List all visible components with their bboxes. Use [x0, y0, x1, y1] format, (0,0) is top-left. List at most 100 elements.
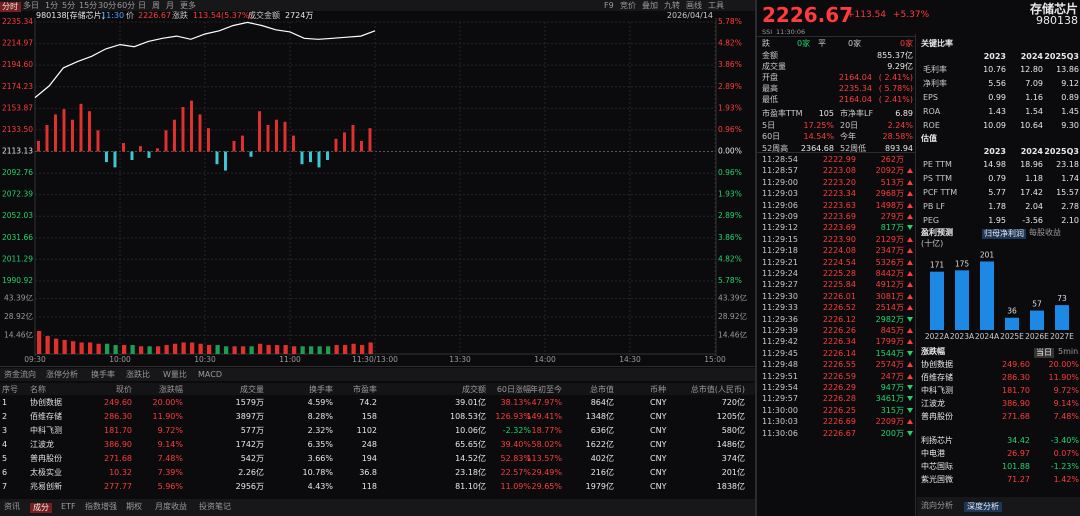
- table-cell: 720亿: [721, 398, 745, 407]
- label: 平: [818, 39, 826, 48]
- tab[interactable]: 工具: [708, 1, 724, 10]
- table-cell: 6: [2, 468, 8, 477]
- stock-name[interactable]: 中电港: [921, 449, 945, 458]
- volume-bar: [156, 346, 161, 354]
- x-tick-label: 11:00: [279, 355, 301, 364]
- tab[interactable]: 5分: [62, 1, 76, 10]
- tab[interactable]: 更多: [180, 1, 196, 10]
- label: 52周高: [762, 143, 789, 153]
- stock-name[interactable]: 普冉股份: [921, 412, 953, 421]
- tab[interactable]: 资讯: [4, 502, 20, 511]
- tab[interactable]: 归母净利润: [982, 229, 1026, 239]
- table-cell[interactable]: 佰维存储: [30, 412, 62, 421]
- x-tick-label: 2022A: [925, 332, 950, 341]
- stock-name[interactable]: 协创数据: [921, 360, 953, 369]
- stock-name[interactable]: 利扬芯片: [921, 436, 953, 445]
- ratio-value: 2.10: [1061, 216, 1079, 225]
- table-cell[interactable]: 协创数据: [30, 398, 62, 407]
- table-cell: 1979亿: [585, 482, 614, 491]
- stock-name[interactable]: 江波龙: [921, 399, 945, 408]
- tab[interactable]: 5min: [1058, 347, 1079, 356]
- tab[interactable]: 月: [166, 1, 174, 10]
- table-cell: 4.59%: [307, 398, 333, 407]
- table-cell: 4: [2, 440, 8, 449]
- stock-name[interactable]: 佰维存储: [921, 373, 953, 382]
- y-tick-label: 2194.60: [2, 60, 33, 69]
- table-cell: 58.02%: [531, 440, 562, 449]
- tab[interactable]: 涨停分析: [46, 370, 78, 379]
- table-cell: -2.32%: [502, 426, 531, 435]
- table-cell: 52.83%: [500, 454, 531, 463]
- stock-name[interactable]: 紫光国微: [921, 475, 953, 484]
- ratio-value: 1.54: [1025, 107, 1043, 116]
- trade-price: 2226.55: [822, 360, 856, 370]
- trade-price: 2223.90: [822, 234, 856, 244]
- trade-price: 2224.54: [822, 257, 856, 267]
- tab[interactable]: ETF: [61, 502, 76, 511]
- table-cell[interactable]: 江波龙: [30, 440, 54, 449]
- tab[interactable]: 流向分析: [921, 501, 953, 510]
- table-cell[interactable]: 兆易创新: [30, 482, 62, 491]
- tab[interactable]: 换手率: [91, 370, 115, 379]
- row-label: EPS: [923, 93, 938, 102]
- stat-value: 2364.68: [800, 143, 834, 153]
- tab[interactable]: 资金流向: [4, 370, 36, 379]
- volume-bar: [54, 338, 59, 354]
- stock-name[interactable]: 中芯国际: [921, 462, 953, 471]
- tab[interactable]: F9: [604, 1, 614, 10]
- ratio-value: 1.95: [988, 216, 1006, 225]
- tab[interactable]: 每股收益: [1029, 228, 1061, 237]
- ratio-value: 0.89: [1061, 93, 1079, 102]
- tab[interactable]: 30分: [98, 1, 117, 10]
- stock-name[interactable]: 中科飞测: [921, 386, 953, 395]
- table-cell: 248: [361, 440, 377, 449]
- tab[interactable]: 月度收益: [155, 502, 187, 511]
- tab[interactable]: 投资笔记: [199, 502, 231, 511]
- trade-arrow: [907, 350, 913, 356]
- tab[interactable]: 分时: [0, 2, 21, 12]
- flow-bar: [79, 103, 83, 152]
- tab[interactable]: 叠加: [642, 1, 658, 10]
- tab[interactable]: 指数增强: [85, 502, 117, 511]
- tab[interactable]: MACD: [198, 370, 222, 379]
- bottom-tab-bg: [0, 499, 755, 516]
- trade-price: 2223.34: [822, 189, 856, 199]
- tab[interactable]: 竞价: [620, 1, 636, 10]
- flow-bar: [343, 132, 346, 152]
- stock-pct: 11.90%: [1048, 373, 1079, 382]
- trade-time: 11:30:03: [762, 417, 798, 427]
- tab[interactable]: 九转: [664, 1, 680, 10]
- forecast-bar: [1005, 317, 1019, 330]
- tab[interactable]: 期权: [126, 502, 142, 511]
- flow-bar: [241, 135, 244, 152]
- table-cell[interactable]: 太极实业: [30, 468, 62, 477]
- forecast-chart: 171 2022A 175 2023A 201 2024A 36 2025E 57 2026E 73…: [925, 250, 1074, 341]
- tab[interactable]: 当日: [1034, 348, 1054, 358]
- tab[interactable]: 60分: [117, 1, 136, 10]
- tab[interactable]: 周: [152, 1, 160, 10]
- tab[interactable]: 多日: [23, 1, 39, 10]
- table-cell[interactable]: 普冉股份: [30, 454, 62, 463]
- trade-volume: 2982万: [875, 314, 904, 324]
- tab[interactable]: 日: [138, 1, 146, 10]
- label: 市盈率TTM: [762, 109, 803, 118]
- volume-bar: [300, 346, 305, 354]
- trade-price: 2223.20: [822, 177, 856, 187]
- flow-bar: [368, 128, 372, 152]
- trade-price: 2226.69: [822, 417, 856, 427]
- tab[interactable]: 画线: [686, 1, 702, 10]
- tab[interactable]: W量比: [163, 370, 187, 379]
- trade-arrow: [907, 316, 913, 322]
- quote-price: 2226.67: [762, 3, 854, 27]
- y-tick-label: 1990.92: [2, 276, 33, 285]
- tab[interactable]: 1分: [45, 1, 59, 10]
- tab[interactable]: 15分: [79, 1, 98, 10]
- tab[interactable]: 涨跌比: [126, 370, 150, 379]
- trade-time: 11:30:06: [762, 428, 798, 438]
- tab[interactable]: 成分: [30, 503, 52, 513]
- table-cell: 65.65亿: [455, 440, 486, 449]
- table-cell: 3: [2, 426, 8, 435]
- tab[interactable]: 深度分析: [964, 502, 1002, 512]
- table-cell[interactable]: 中科飞测: [30, 426, 62, 435]
- y-tick-label: 2235.34: [2, 17, 33, 26]
